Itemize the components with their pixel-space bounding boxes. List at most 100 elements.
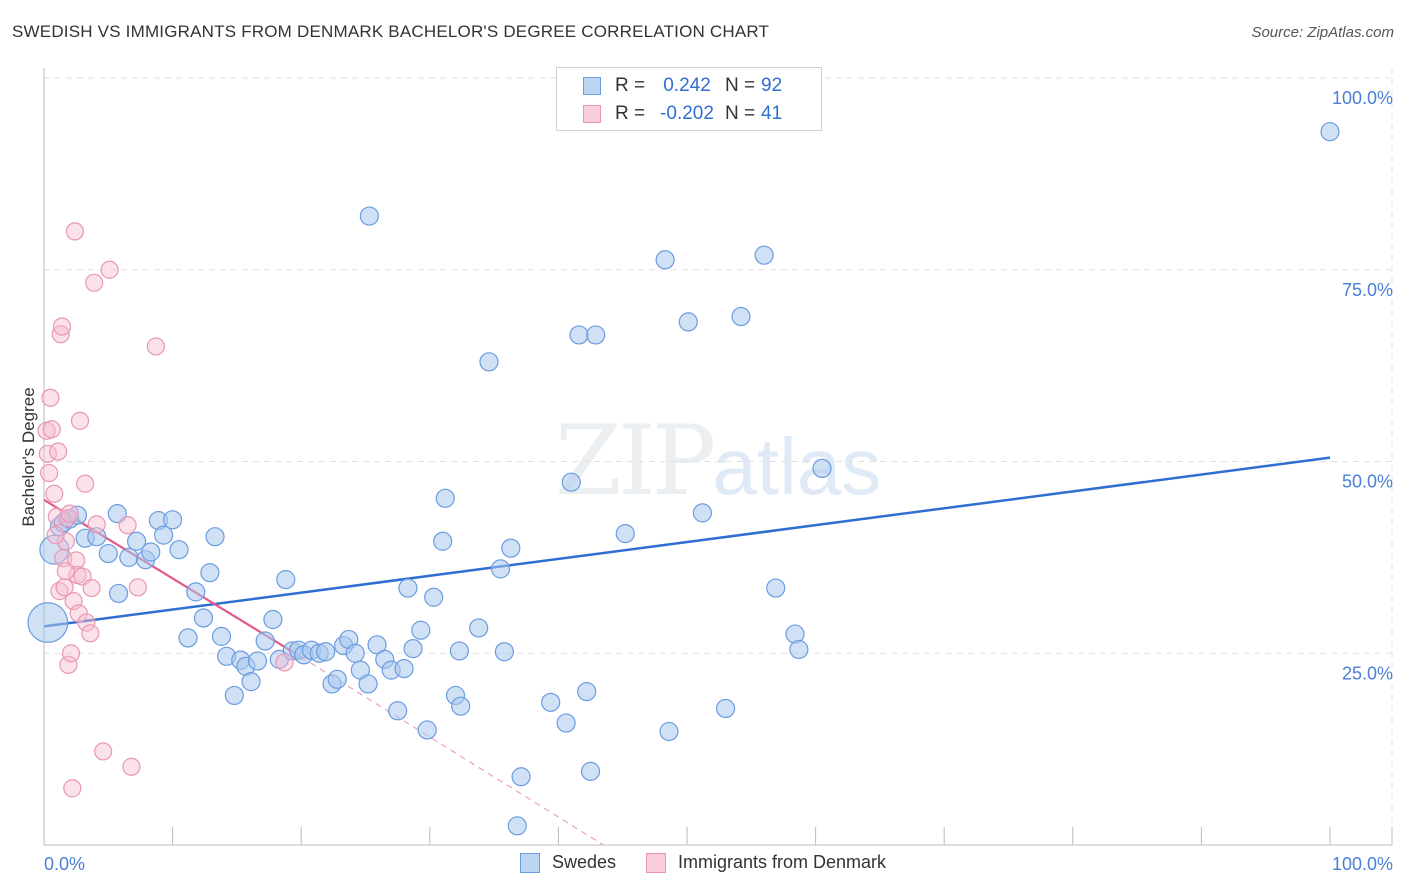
denmark-point [40, 463, 59, 483]
denmark-point [42, 420, 61, 439]
legend-row-swedes: R = 0.242 N = 92 [583, 73, 782, 99]
swedes-point [577, 681, 597, 702]
denmark-point [69, 604, 88, 623]
watermark: ZIPatlas [555, 405, 881, 517]
swedes-point [433, 531, 453, 551]
denmark-point [45, 484, 64, 503]
swedes-point [501, 538, 521, 558]
swedes-point [655, 250, 675, 270]
source-credit: Source: ZipAtlas.com [1251, 24, 1394, 41]
denmark-point [275, 653, 294, 672]
denmark-point [59, 655, 78, 674]
swedes-point [586, 325, 606, 345]
correlation-legend: R = 0.242 N = 92 R = -0.202 N = 41 [556, 67, 822, 131]
swedes-point [511, 767, 531, 787]
swedes-point [200, 563, 220, 583]
swedes-point [255, 631, 275, 651]
swedes-point [580, 761, 601, 781]
swedes-point [715, 698, 736, 719]
swedes-point [692, 503, 713, 523]
swedes-point [119, 547, 139, 567]
denmark-point [94, 742, 113, 761]
denmark-point [56, 562, 75, 581]
data-points [27, 122, 1340, 836]
swedes-point [812, 458, 832, 479]
watermark-zip: ZIP [555, 405, 716, 517]
swedes-point [388, 701, 408, 721]
legend-n-value: 41 [761, 103, 783, 124]
swedes-point [169, 540, 189, 560]
swedes-point [193, 608, 214, 628]
denmark-point [82, 578, 101, 598]
axes [43, 68, 1393, 846]
swedes-point [316, 642, 336, 662]
swedes-point [451, 696, 471, 716]
swedes-point [731, 306, 751, 327]
y-tick-label: 75.0% [1342, 280, 1393, 300]
swedes-point [126, 531, 147, 551]
denmark-point [52, 317, 72, 336]
swedes-point [789, 639, 809, 660]
y-axis-title: Bachelor's Degree [19, 387, 38, 526]
watermark-atlas: atlas [712, 422, 882, 511]
denmark-trend-extension [300, 656, 604, 846]
legend-item-denmark: Immigrants from Denmark [646, 852, 886, 873]
x-tick-label: 100.0% [1332, 854, 1393, 874]
swedes-point [358, 674, 378, 694]
swedes-point [678, 312, 698, 332]
swedes-point [469, 618, 489, 638]
swedes-point [276, 570, 296, 590]
swedes-trend-line [43, 456, 1331, 628]
denmark-label: Immigrants from Denmark [678, 852, 887, 872]
swedes-point [247, 651, 268, 671]
swedes-point [766, 578, 786, 598]
denmark-point [70, 411, 90, 430]
swedes-point [163, 510, 183, 530]
swedes-point [359, 206, 379, 226]
swedes-point [403, 639, 423, 659]
swedes-point [615, 523, 635, 544]
swedes-point [98, 543, 118, 564]
swedes-swatch [519, 852, 540, 873]
swedes-point [494, 642, 514, 662]
denmark-point [55, 578, 74, 597]
swedes-point [569, 325, 589, 345]
y-tick-label: 50.0% [1342, 472, 1393, 492]
swedes-point [224, 685, 244, 706]
y-tick-label: 100.0% [1332, 88, 1393, 108]
swedes-point [108, 583, 129, 604]
denmark-point [65, 222, 84, 241]
swedes-point [417, 720, 437, 740]
legend-r-label: R = [615, 103, 646, 124]
denmark-swatch [646, 852, 666, 873]
denmark-point [41, 388, 60, 407]
swedes-point [556, 713, 576, 733]
swedes-point [186, 582, 206, 602]
legend-r-value: 0.242 [663, 75, 711, 96]
denmark-point [60, 504, 79, 523]
swedes-point [449, 641, 469, 661]
trend-lines [43, 456, 1331, 846]
swedes-point [67, 505, 88, 525]
swedes-point [490, 559, 511, 579]
swedes-label: Swedes [551, 852, 616, 872]
swedes-point [541, 692, 561, 712]
legend-n-label: N = [725, 75, 756, 96]
series-legend: Swedes Immigrants from Denmark [0, 852, 1406, 873]
swedes-point [561, 472, 581, 492]
swedes-point [141, 542, 161, 562]
denmark-point [49, 442, 68, 461]
denmark-point [77, 613, 96, 632]
swedes-point [27, 602, 69, 643]
swedes-point [659, 721, 679, 742]
denmark-point [128, 578, 147, 597]
denmark-point [46, 526, 65, 545]
legend-item-swedes: Swedes [519, 852, 616, 873]
legend-n-label: N = [725, 103, 756, 124]
swedes-point [153, 525, 174, 545]
x-tick-label: 0.0% [44, 854, 85, 874]
legend-r-value: -0.202 [660, 103, 714, 124]
denmark-point [122, 757, 141, 776]
swedes-point [211, 626, 232, 646]
